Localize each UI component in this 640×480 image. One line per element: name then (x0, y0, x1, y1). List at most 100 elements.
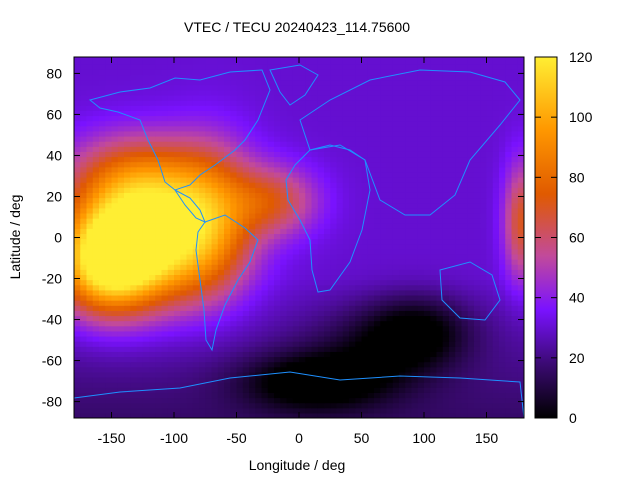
heatmap-cell (430, 294, 438, 301)
heatmap-cell (361, 218, 369, 224)
heatmap-cell (380, 79, 388, 86)
heatmap-cell (205, 238, 213, 245)
heatmap-cell (292, 223, 300, 229)
heatmap-cell (292, 264, 300, 270)
heatmap-cell (342, 351, 350, 358)
heatmap-cell (199, 305, 206, 311)
heatmap-cell (117, 202, 125, 209)
heatmap-cell (211, 171, 219, 178)
heatmap-cell (99, 120, 106, 127)
heatmap-cell (417, 223, 425, 229)
heatmap-cell (211, 269, 219, 276)
heatmap-cell (349, 146, 356, 152)
heatmap-cell (124, 197, 131, 204)
heatmap-cell (105, 110, 113, 117)
heatmap-cell (180, 171, 188, 178)
heatmap-cell (167, 300, 175, 306)
heatmap-cell (205, 146, 213, 152)
heatmap-cell (442, 171, 450, 178)
heatmap-cell (361, 176, 369, 183)
heatmap-cell (517, 187, 524, 193)
heatmap-cell (92, 371, 100, 378)
heatmap-cell (499, 366, 506, 373)
heatmap-cell (117, 74, 125, 81)
heatmap-cell (192, 341, 200, 347)
heatmap-cell (149, 412, 156, 418)
heatmap-cell (317, 146, 325, 152)
heatmap-cell (155, 151, 163, 158)
heatmap-cell (99, 289, 106, 296)
heatmap-cell (111, 289, 119, 296)
heatmap-cell (180, 382, 188, 388)
heatmap-cell (217, 192, 225, 199)
heatmap-cell (411, 69, 419, 76)
heatmap-cell (192, 228, 200, 234)
heatmap-cell (380, 346, 388, 352)
heatmap-cell (130, 64, 138, 70)
heatmap-cell (80, 100, 88, 106)
heatmap-cell (430, 192, 438, 199)
heatmap-cell (130, 238, 138, 245)
heatmap-cell (74, 182, 81, 188)
heatmap-cell (267, 84, 275, 91)
heatmap-cell (92, 135, 100, 142)
heatmap-cell (80, 135, 88, 142)
heatmap-cell (280, 218, 288, 224)
heatmap-cell (374, 407, 381, 414)
heatmap-cell (149, 264, 156, 270)
heatmap-cell (249, 74, 256, 81)
heatmap-cell (317, 412, 325, 418)
heatmap-cell (430, 207, 438, 214)
heatmap-cell (424, 371, 431, 378)
heatmap-cell (436, 182, 444, 188)
heatmap-cell (261, 125, 269, 132)
heatmap-cell (205, 376, 213, 383)
heatmap-cell (374, 325, 381, 332)
heatmap-cell (292, 325, 300, 332)
heatmap-cell (455, 176, 463, 183)
heatmap-cell (317, 356, 325, 363)
heatmap-cell (192, 392, 200, 399)
heatmap-cell (217, 310, 225, 317)
heatmap-cell (180, 320, 188, 327)
heatmap-cell (399, 284, 406, 291)
heatmap-cell (417, 387, 425, 393)
heatmap-cell (86, 325, 94, 332)
heatmap-cell (505, 146, 513, 152)
heatmap-cell (186, 100, 194, 106)
heatmap-cell (405, 335, 413, 342)
heatmap-cell (130, 366, 138, 373)
heatmap-cell (155, 361, 163, 368)
heatmap-cell (186, 376, 194, 383)
heatmap-cell (186, 171, 194, 178)
heatmap-cell (299, 64, 306, 70)
heatmap-cell (142, 141, 150, 147)
heatmap-cell (517, 89, 524, 96)
heatmap-cell (461, 192, 469, 199)
heatmap-cell (105, 161, 113, 168)
heatmap-cell (211, 74, 219, 81)
heatmap-cell (305, 228, 313, 234)
heatmap-cell (355, 264, 363, 270)
heatmap-cell (130, 402, 138, 409)
heatmap-cell (361, 346, 369, 352)
heatmap-cell (424, 300, 431, 306)
heatmap-cell (136, 325, 144, 332)
heatmap-cell (461, 320, 469, 327)
heatmap-cell (280, 407, 288, 414)
heatmap-cell (280, 259, 288, 265)
heatmap-cell (274, 356, 281, 363)
heatmap-cell (255, 259, 263, 265)
heatmap-cell (330, 356, 338, 363)
heatmap-cell (292, 79, 300, 86)
heatmap-cell (192, 84, 200, 91)
heatmap-cell (167, 397, 175, 404)
heatmap-cell (417, 197, 425, 204)
heatmap-cell (274, 207, 281, 214)
heatmap-cell (149, 79, 156, 86)
heatmap-cell (467, 346, 475, 352)
heatmap-cell (224, 171, 231, 178)
heatmap-cell (505, 176, 513, 183)
heatmap-cell (205, 361, 213, 368)
heatmap-cell (274, 89, 281, 96)
